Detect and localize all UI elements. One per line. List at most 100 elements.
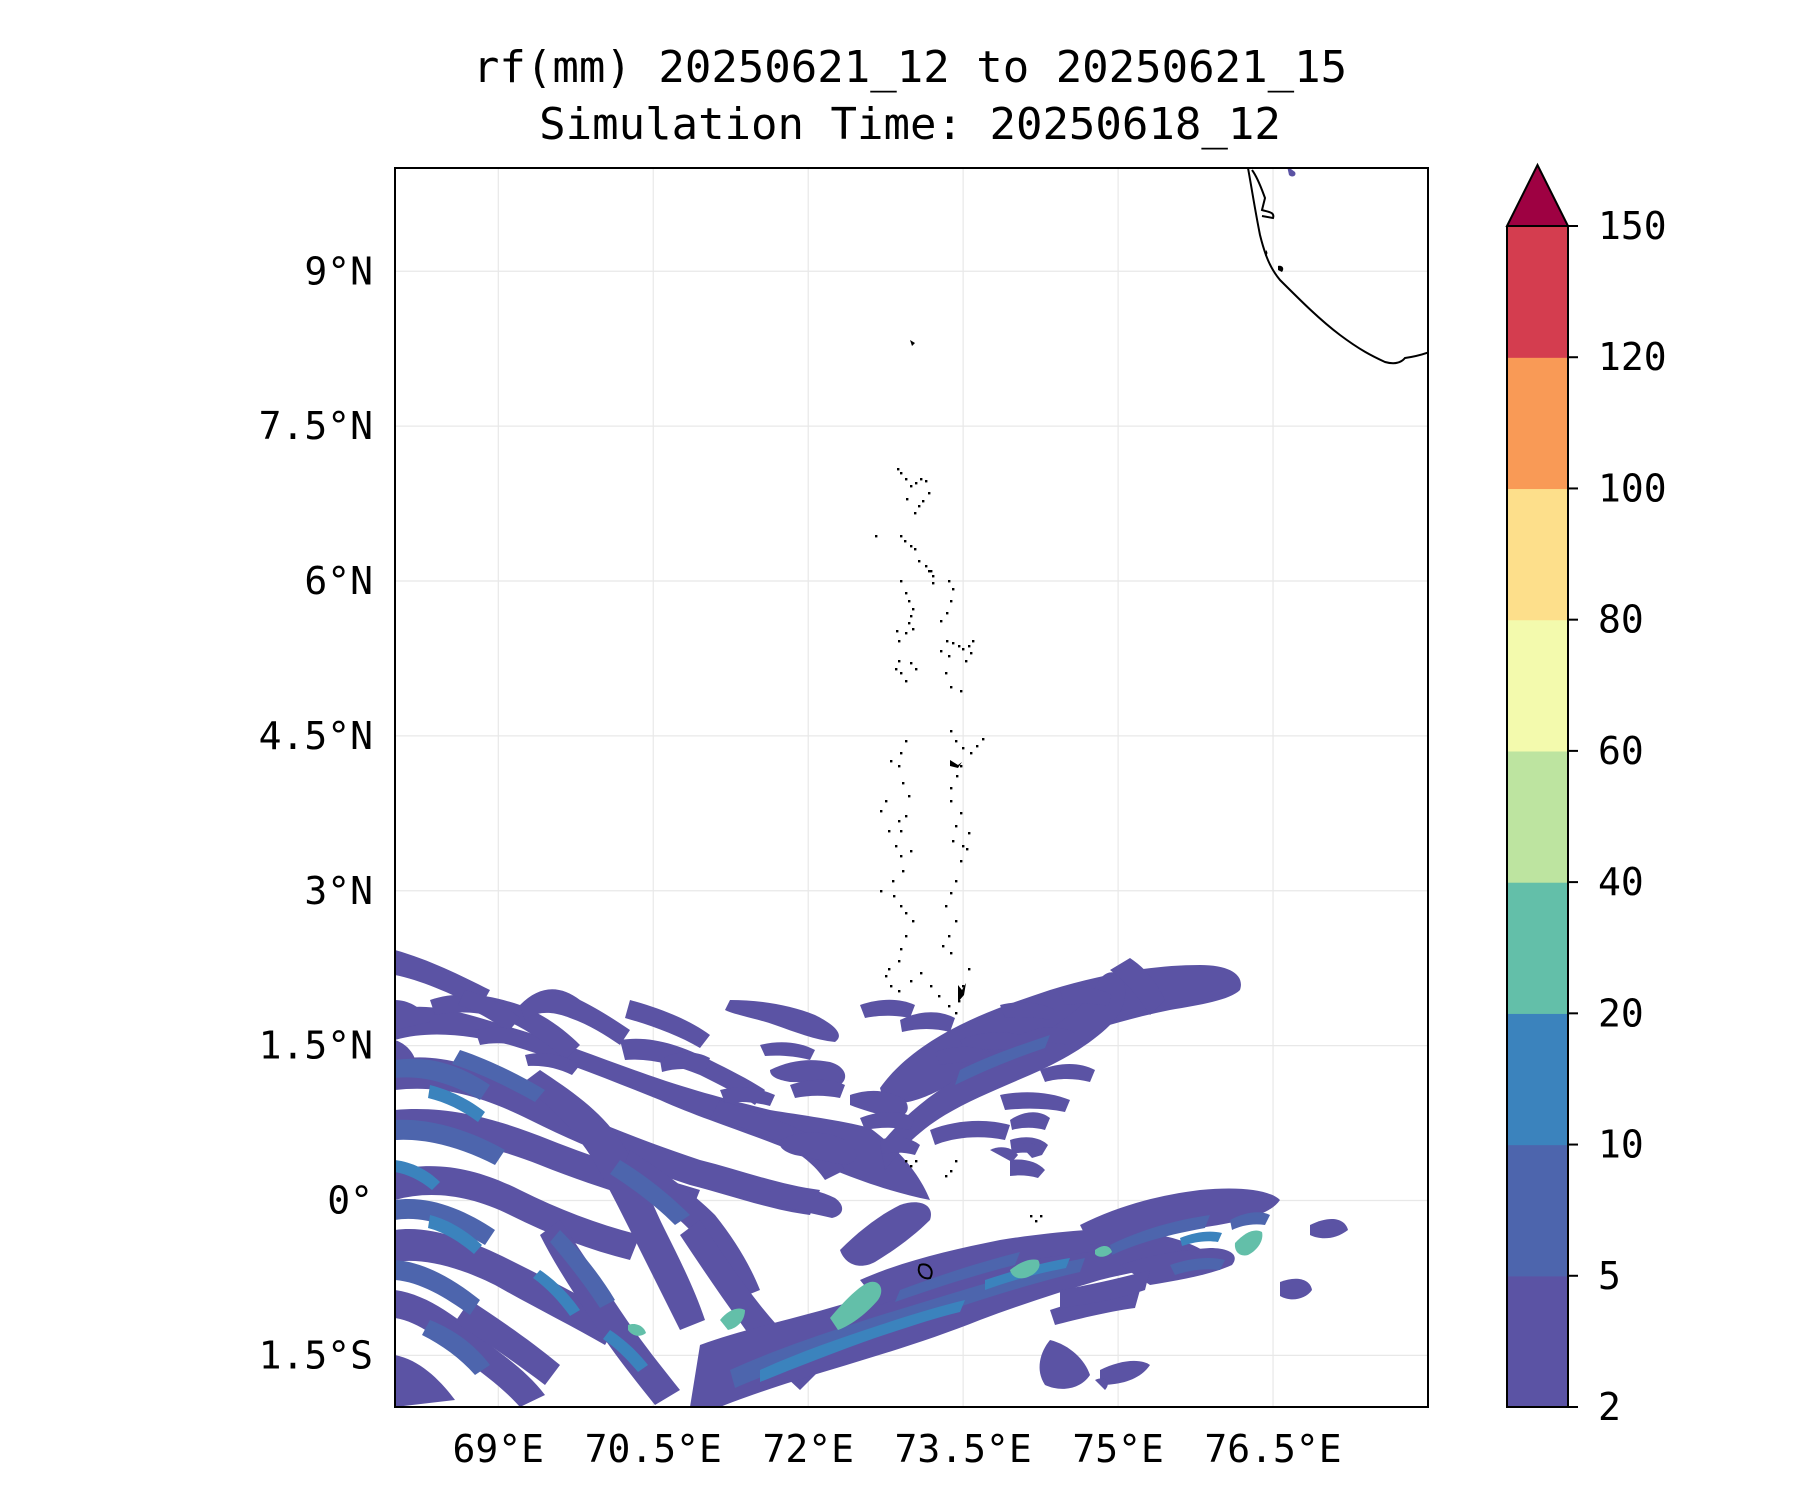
- lat-tick-label: 3°N: [304, 869, 373, 913]
- atoll-dot: [960, 860, 963, 863]
- atoll-dot: [928, 570, 931, 573]
- atoll-dot: [955, 1012, 958, 1015]
- atoll-dot: [946, 640, 949, 643]
- atoll-dot: [968, 968, 971, 971]
- coastline: [875, 168, 1428, 1280]
- atoll-dot: [904, 540, 907, 543]
- atoll-dot: [960, 690, 963, 693]
- atoll-dot: [900, 580, 903, 583]
- lon-tick-label: 76.5°E: [1204, 1427, 1341, 1471]
- atoll-dot: [950, 892, 953, 895]
- atoll-dot: [890, 985, 893, 988]
- colorbar-tick-label: 40: [1598, 860, 1644, 904]
- atoll-dot: [890, 760, 893, 763]
- atoll-dot: [940, 650, 943, 653]
- atoll-dot: [950, 787, 953, 790]
- colorbar-segment: [1507, 488, 1568, 621]
- colorbar-segment: [1507, 1144, 1568, 1277]
- atoll-dot: [900, 672, 903, 675]
- colorbar-tick-label: 150: [1598, 204, 1667, 248]
- atoll-dot: [900, 905, 903, 908]
- atoll-dot: [875, 535, 878, 538]
- atoll-dot: [905, 740, 908, 743]
- atoll-dot: [952, 588, 955, 591]
- atoll-dot: [928, 492, 931, 495]
- atoll-dot: [960, 765, 963, 768]
- atoll-dot: [910, 980, 913, 983]
- atoll-dot: [902, 870, 905, 873]
- lon-tick-label: 73.5°E: [895, 1427, 1032, 1471]
- atoll-dot: [895, 668, 898, 671]
- atoll-dot: [910, 662, 913, 665]
- atoll-dot: [898, 660, 901, 663]
- atoll-dot: [905, 680, 908, 683]
- atoll-dot: [914, 548, 917, 551]
- lon-tick-label: 70.5°E: [585, 1427, 722, 1471]
- atoll-dot: [908, 795, 911, 798]
- atoll-dot: [925, 565, 928, 568]
- atoll-dot: [915, 482, 918, 485]
- atoll-dot: [898, 820, 901, 823]
- atoll-dot: [898, 990, 901, 993]
- atoll-dot: [938, 995, 941, 998]
- atoll-dot: [950, 952, 953, 955]
- atoll-dot: [900, 472, 903, 475]
- atoll-dot: [885, 975, 888, 978]
- atoll-dot: [892, 880, 895, 883]
- atoll-dot: [895, 845, 898, 848]
- atoll-dot: [958, 1000, 961, 1003]
- atoll-dot: [905, 592, 908, 595]
- atoll-dot: [900, 752, 903, 755]
- atoll-dot: [955, 825, 958, 828]
- atoll-dot: [885, 800, 888, 803]
- rainfall-contour-20-40: [628, 1230, 1263, 1336]
- colorbar: 2 5 10 20 40 60 80 100 120 150: [1505, 162, 1667, 1429]
- atoll-dot: [897, 468, 900, 471]
- atoll-dot: [948, 935, 951, 938]
- lat-tick-label: 9°N: [304, 249, 373, 293]
- atoll-dot: [922, 500, 925, 503]
- atoll-dot: [950, 600, 953, 603]
- atoll-dot: [965, 660, 968, 663]
- atoll-dot: [920, 972, 923, 975]
- atoll-dot: [962, 845, 965, 848]
- atoll-dot: [955, 880, 958, 883]
- lon-tick-label: 72°E: [762, 1427, 854, 1471]
- atoll-dot: [918, 505, 921, 508]
- atoll-dot: [960, 812, 963, 815]
- colorbar-segment: [1507, 226, 1568, 358]
- longitude-ticks: 69°E 70.5°E 72°E 73.5°E 75°E 76.5°E: [453, 1427, 1342, 1471]
- atoll-dot: [948, 655, 951, 658]
- atoll-dot: [888, 968, 891, 971]
- atoll-dot: [908, 622, 911, 625]
- atoll-dot: [948, 580, 951, 583]
- colorbar-segment: [1507, 750, 1568, 883]
- colorbar-segment: [1507, 1275, 1568, 1408]
- atoll-dot: [958, 645, 961, 648]
- rainfall-contour-10-20: [395, 1085, 1222, 1382]
- atoll-dot: [952, 642, 955, 645]
- colorbar-segment: [1507, 882, 1568, 1014]
- atoll-dot: [920, 478, 923, 481]
- atoll-dot: [910, 545, 913, 548]
- colorbar-tick-label: 80: [1598, 598, 1644, 642]
- latitude-ticks: 9°N 7.5°N 6°N 4.5°N 3°N 1.5°N 0° 1.5°S: [259, 249, 373, 1377]
- atoll-dot: [902, 782, 905, 785]
- atoll-dot: [948, 1005, 951, 1008]
- lat-tick-label: 1.5°S: [259, 1333, 373, 1377]
- colorbar-frame: [1506, 226, 1569, 1408]
- colorbar-segment: [1507, 619, 1568, 752]
- atoll-dot: [968, 645, 971, 648]
- atoll-dot: [915, 668, 918, 671]
- colorbar-tick-label: 10: [1598, 1123, 1644, 1167]
- atoll-dot: [962, 648, 965, 651]
- atoll-dot: [905, 815, 908, 818]
- atoll-dot: [1040, 1215, 1043, 1218]
- lat-tick-label: 7.5°N: [259, 404, 373, 448]
- lon-tick-label: 75°E: [1072, 1427, 1164, 1471]
- atoll-dot: [930, 985, 933, 988]
- atoll-dot: [898, 765, 901, 768]
- atoll-dot: [945, 1175, 948, 1178]
- colorbar-tick-label: 5: [1598, 1254, 1621, 1298]
- atoll-dot: [1035, 1220, 1038, 1223]
